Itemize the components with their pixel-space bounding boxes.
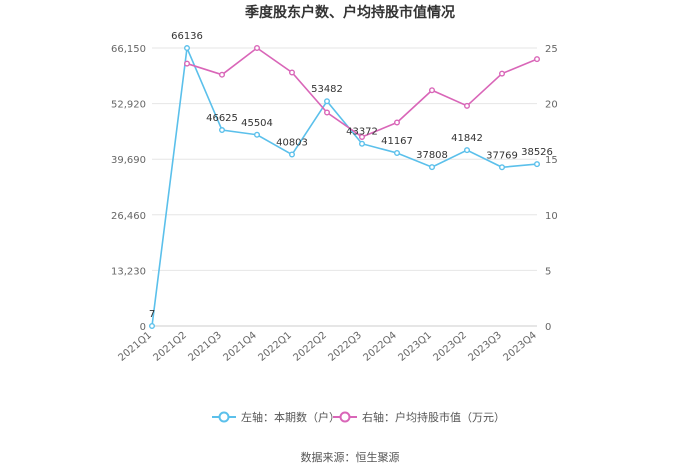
right-tick-label: 10 bbox=[545, 211, 558, 222]
data-point-right[interactable] bbox=[183, 60, 190, 67]
series-line-left bbox=[151, 45, 538, 327]
x-tick-label: 2022Q3 bbox=[326, 330, 363, 364]
series-lines bbox=[148, 45, 541, 329]
data-point-left[interactable] bbox=[253, 131, 260, 138]
data-label: 38526 bbox=[521, 147, 553, 158]
right-axis-ticks: 0 5 10 15 20 25 bbox=[545, 44, 558, 333]
data-point-left[interactable] bbox=[148, 322, 155, 329]
x-tick-label: 2021Q4 bbox=[221, 330, 258, 364]
series-line-right bbox=[186, 47, 538, 138]
legend-label-left: 左轴：本期数（户） bbox=[241, 410, 340, 424]
left-tick-label: 39,690 bbox=[111, 155, 146, 166]
x-tick-label: 2021Q1 bbox=[116, 330, 153, 364]
data-point-left[interactable] bbox=[183, 45, 190, 52]
data-point-right[interactable] bbox=[429, 87, 436, 94]
right-tick-label: 15 bbox=[545, 155, 558, 166]
x-tick-label: 2023Q4 bbox=[501, 330, 538, 364]
x-tick-label: 2023Q2 bbox=[431, 330, 468, 364]
data-source: 数据来源：恒生聚源 bbox=[301, 450, 400, 464]
data-point-left[interactable] bbox=[534, 161, 541, 168]
data-label: 66136 bbox=[171, 31, 203, 42]
legend-marker-left bbox=[218, 411, 230, 423]
left-tick-label: 0 bbox=[140, 322, 146, 333]
data-point-left[interactable] bbox=[218, 127, 225, 134]
data-point-right[interactable] bbox=[253, 45, 260, 52]
data-label: 43372 bbox=[346, 127, 378, 138]
x-tick-label: 2023Q3 bbox=[466, 330, 503, 364]
data-label: 46625 bbox=[206, 113, 238, 124]
data-point-right[interactable] bbox=[218, 71, 225, 78]
data-point-right[interactable] bbox=[359, 133, 366, 140]
chart-title: 季度股东户数、户均持股市值情况 bbox=[244, 4, 455, 21]
x-tick-label: 2022Q1 bbox=[256, 330, 293, 364]
data-label: 45504 bbox=[241, 118, 273, 129]
data-point-left[interactable] bbox=[394, 149, 401, 156]
x-tick-label: 2022Q4 bbox=[361, 330, 398, 364]
legend-item-right[interactable]: 右轴：户均持股市值（万元） bbox=[333, 410, 505, 424]
legend: 左轴：本期数（户） 右轴：户均持股市值（万元） bbox=[212, 410, 505, 424]
left-tick-label: 52,920 bbox=[111, 100, 146, 111]
data-point-right[interactable] bbox=[394, 119, 401, 126]
data-point-left[interactable] bbox=[464, 147, 471, 154]
data-label: 37808 bbox=[416, 150, 448, 161]
series-right bbox=[183, 45, 541, 140]
data-label: 37769 bbox=[486, 150, 518, 161]
x-tick-label: 2021Q3 bbox=[186, 330, 223, 364]
data-point-right[interactable] bbox=[464, 102, 471, 109]
data-point-right[interactable] bbox=[289, 69, 296, 76]
data-point-left[interactable] bbox=[359, 140, 366, 147]
data-point-right[interactable] bbox=[534, 56, 541, 63]
data-point-left[interactable] bbox=[499, 164, 506, 171]
series-left bbox=[148, 45, 541, 329]
data-point-left[interactable] bbox=[324, 98, 331, 105]
data-point-right[interactable] bbox=[324, 109, 331, 116]
data-label: 41842 bbox=[451, 133, 483, 144]
right-tick-label: 0 bbox=[545, 322, 551, 333]
data-point-left[interactable] bbox=[289, 151, 296, 158]
left-axis-ticks: 0 13,230 26,460 39,690 52,920 66,150 bbox=[111, 44, 146, 333]
data-label: 41167 bbox=[381, 136, 413, 147]
left-tick-label: 66,150 bbox=[111, 44, 146, 55]
right-tick-label: 20 bbox=[545, 100, 558, 111]
x-tick-label: 2023Q1 bbox=[396, 330, 433, 364]
grid bbox=[152, 47, 537, 327]
legend-marker-right bbox=[339, 411, 351, 423]
data-label: 53482 bbox=[311, 84, 343, 95]
data-point-left[interactable] bbox=[429, 164, 436, 171]
left-tick-label: 26,460 bbox=[111, 211, 146, 222]
legend-label-right: 右轴：户均持股市值（万元） bbox=[362, 410, 505, 424]
data-point-right[interactable] bbox=[499, 70, 506, 77]
data-label: 40803 bbox=[276, 138, 308, 149]
legend-item-left[interactable]: 左轴：本期数（户） bbox=[212, 410, 340, 424]
right-tick-label: 25 bbox=[545, 44, 558, 55]
x-tick-label: 2021Q2 bbox=[151, 330, 188, 364]
x-axis-ticks: 2021Q12021Q22021Q32021Q42022Q12022Q22022… bbox=[116, 330, 538, 364]
data-label: 7 bbox=[149, 309, 155, 320]
left-tick-label: 13,230 bbox=[111, 266, 146, 277]
x-tick-label: 2022Q2 bbox=[291, 330, 328, 364]
right-tick-label: 5 bbox=[545, 266, 551, 277]
